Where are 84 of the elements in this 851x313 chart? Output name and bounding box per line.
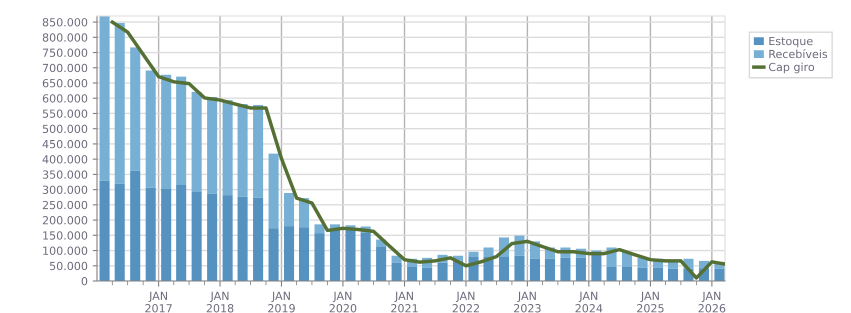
bar	[238, 104, 248, 197]
y-tick-label: 750.000	[42, 48, 88, 57]
bar	[637, 268, 648, 281]
bar	[345, 230, 356, 281]
bar	[222, 195, 233, 281]
bar	[268, 154, 279, 228]
x-tick-label: JAN 2024	[576, 292, 602, 312]
bar	[591, 254, 602, 281]
y-tick-label: 150.000	[43, 231, 88, 240]
bar	[330, 228, 340, 281]
bar	[253, 198, 264, 281]
bar	[100, 180, 110, 281]
bar	[652, 268, 664, 281]
y-tick-label: 800.000	[42, 33, 88, 42]
bar	[498, 256, 510, 281]
bar	[606, 266, 617, 281]
x-tick-label: JAN 2022	[452, 292, 479, 312]
bar	[222, 100, 233, 196]
y-tick-label: 350.000	[42, 170, 88, 179]
bar	[468, 252, 479, 257]
y-tick-label: 250.000	[42, 200, 88, 210]
bar	[253, 104, 264, 198]
y-tick-label: 200.000	[42, 216, 88, 224]
bar	[192, 92, 202, 192]
y-tick-label: 600.000	[42, 94, 88, 103]
bar	[192, 192, 202, 281]
x-tick-label: JAN 2025	[637, 292, 664, 312]
x-tick-label: JAN 2026	[698, 292, 726, 312]
y-tick-label: 700.000	[42, 64, 88, 72]
y-tick-label: 500.000	[42, 124, 88, 134]
x-tick-label: JAN 2019	[268, 292, 295, 312]
bar	[376, 246, 386, 281]
bar	[544, 258, 555, 281]
bar	[238, 196, 248, 281]
bar	[576, 258, 586, 281]
bar	[530, 258, 540, 281]
bar	[407, 266, 418, 281]
y-tick-label: 0	[82, 276, 88, 286]
y-tick-label: 550.000	[42, 109, 88, 118]
bar	[176, 76, 186, 186]
bar	[438, 262, 448, 281]
bar	[314, 233, 325, 281]
x-tick-label: JAN 2018	[206, 292, 234, 312]
bar	[207, 194, 218, 281]
bar	[284, 226, 294, 281]
x-tick-label: JAN 2020	[330, 292, 356, 312]
bar	[622, 266, 632, 281]
bar	[483, 247, 494, 257]
y-tick-label: 450.000	[42, 140, 88, 148]
x-tick-label: JAN 2017	[145, 292, 172, 312]
bar	[668, 268, 678, 281]
bar	[560, 258, 570, 281]
x-tick-label: JAN 2021	[391, 292, 418, 312]
bar	[114, 184, 125, 281]
bar	[161, 189, 172, 281]
bar	[130, 170, 140, 281]
y-tick-label: 100.000	[43, 246, 88, 255]
bar	[514, 256, 525, 281]
y-tick-label: 650.000	[42, 78, 88, 88]
y-tick-label: 850.000	[42, 18, 88, 26]
line-series	[110, 20, 725, 280]
legend-label: Estoque	[769, 36, 813, 48]
bar	[314, 224, 325, 234]
bar	[176, 185, 186, 281]
bar	[146, 188, 156, 281]
legend-label: Recebíveis	[769, 49, 828, 58]
y-tick-label: 400.000	[42, 155, 88, 164]
bar	[100, 16, 110, 181]
bar	[161, 74, 172, 190]
bar	[130, 47, 140, 171]
y-tick-label: 50.000	[50, 262, 88, 270]
bar	[114, 23, 125, 184]
bar	[714, 268, 724, 281]
bar	[207, 97, 218, 194]
bar	[422, 268, 432, 281]
bar	[284, 192, 294, 226]
x-tick-label: JAN 2023	[514, 292, 541, 312]
legend-label: Cap giro	[768, 62, 814, 74]
y-tick-label: 300.000	[42, 186, 88, 194]
bar	[268, 228, 279, 281]
bar	[299, 227, 310, 281]
bar	[392, 262, 402, 281]
bar	[146, 70, 156, 188]
bar	[360, 232, 371, 281]
